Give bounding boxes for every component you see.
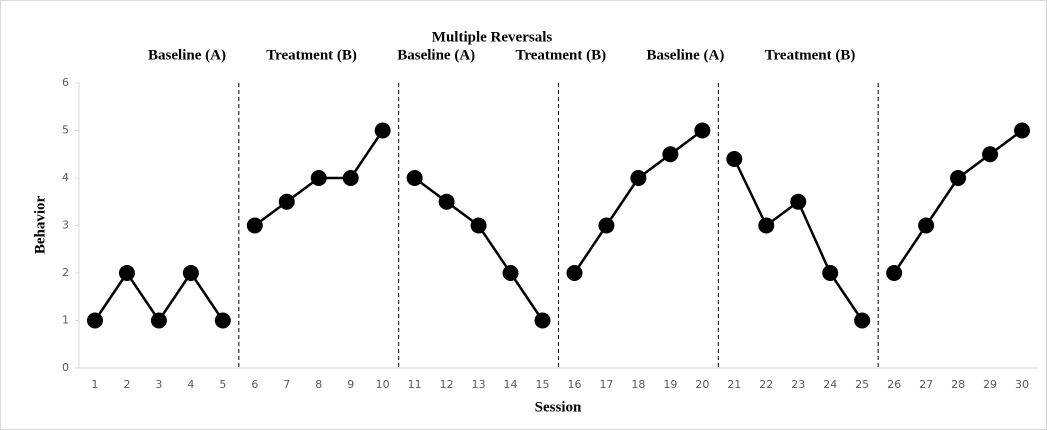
y-tick-label: 4 <box>62 171 69 184</box>
x-tick-label: 29 <box>983 378 997 391</box>
x-tick-label: 15 <box>536 378 550 391</box>
y-tick-label: 1 <box>62 314 69 327</box>
y-tick-label: 0 <box>62 361 69 374</box>
x-tick-label: 7 <box>283 378 290 391</box>
data-point <box>406 170 423 186</box>
y-tick-label: 2 <box>62 266 69 279</box>
chart-title: Multiple Reversals <box>432 29 553 45</box>
x-tick-label: 2 <box>123 378 130 391</box>
data-point <box>694 122 711 139</box>
y-tick-label: 5 <box>62 124 69 137</box>
x-tick-label: 5 <box>219 378 226 391</box>
data-point <box>822 265 839 281</box>
data-point <box>726 151 743 167</box>
phase-label: Treatment (B) <box>515 47 606 63</box>
x-tick-label: 19 <box>663 378 677 391</box>
data-point <box>310 170 327 186</box>
x-tick-label: 8 <box>315 378 322 391</box>
phase-label: Treatment (B) <box>765 47 856 63</box>
x-tick-label: 28 <box>951 378 965 391</box>
y-tick-label: 3 <box>62 219 69 232</box>
data-point <box>470 217 487 234</box>
phase-label: Baseline (A) <box>646 47 724 63</box>
x-tick-label: 27 <box>919 378 933 391</box>
data-point <box>566 265 583 281</box>
x-tick-label: 30 <box>1015 378 1029 391</box>
x-tick-label: 17 <box>599 378 613 391</box>
data-point <box>374 122 391 139</box>
x-tick-label: 21 <box>727 378 741 391</box>
data-point <box>886 265 903 281</box>
x-axis-label: Session <box>535 399 582 415</box>
data-point <box>598 217 615 234</box>
y-axis-label: Behavior <box>32 195 48 254</box>
data-point <box>342 170 359 186</box>
data-point <box>182 265 199 281</box>
x-tick-label: 14 <box>504 378 518 391</box>
data-point <box>502 265 519 281</box>
data-point <box>790 193 807 210</box>
phase-label: Baseline (A) <box>148 47 226 63</box>
x-tick-label: 25 <box>855 378 869 391</box>
x-tick-label: 24 <box>823 378 837 391</box>
data-point <box>854 312 871 329</box>
data-point <box>118 265 135 281</box>
x-tick-label: 13 <box>472 378 486 391</box>
phase-label: Treatment (B) <box>266 47 357 63</box>
data-point <box>950 170 967 186</box>
data-point <box>150 312 167 329</box>
phase-label: Baseline (A) <box>397 47 475 63</box>
x-tick-label: 4 <box>187 378 194 391</box>
x-tick-label: 9 <box>347 378 354 391</box>
data-point <box>662 146 679 163</box>
data-point <box>918 217 935 234</box>
x-tick-label: 26 <box>887 378 901 391</box>
data-point <box>1014 122 1031 139</box>
data-point <box>982 146 999 163</box>
x-tick-label: 23 <box>791 378 805 391</box>
data-point <box>86 312 103 329</box>
data-point <box>278 193 295 210</box>
x-tick-label: 11 <box>408 378 422 391</box>
x-tick-label: 16 <box>567 378 581 391</box>
x-tick-label: 22 <box>759 378 773 391</box>
x-tick-label: 12 <box>440 378 454 391</box>
data-point <box>630 170 647 186</box>
y-tick-label: 6 <box>62 76 69 89</box>
data-point <box>246 217 263 234</box>
data-point <box>534 312 551 329</box>
x-tick-label: 1 <box>91 378 98 391</box>
x-tick-label: 20 <box>695 378 709 391</box>
x-tick-label: 3 <box>155 378 162 391</box>
data-point <box>438 193 455 210</box>
data-point <box>214 312 231 329</box>
x-tick-label: 10 <box>376 378 390 391</box>
x-tick-label: 18 <box>631 378 645 391</box>
data-point <box>758 217 775 234</box>
x-tick-label: 6 <box>251 378 258 391</box>
